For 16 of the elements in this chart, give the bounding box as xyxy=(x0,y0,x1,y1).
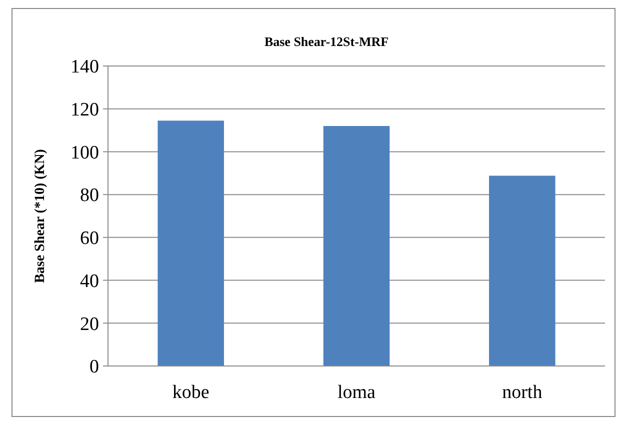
y-tick-label: 140 xyxy=(70,56,99,78)
bar xyxy=(158,120,224,366)
y-axis-title: Base Shear (*10) (KN) xyxy=(33,148,48,283)
bar xyxy=(323,126,390,366)
y-tick-label: 40 xyxy=(80,270,99,292)
y-tick-label: 20 xyxy=(80,314,99,335)
y-tick-label: 120 xyxy=(70,100,99,121)
y-tick-label: 60 xyxy=(80,228,99,250)
x-tick-label: kobe xyxy=(172,382,210,403)
y-tick-label: 100 xyxy=(70,142,99,164)
x-tick-label: loma xyxy=(338,382,376,403)
bar xyxy=(489,176,556,366)
x-tick-label: north xyxy=(502,382,543,403)
chart-title: Base Shear-12St-MRF xyxy=(264,34,389,49)
y-tick-label: 0 xyxy=(90,356,99,378)
y-tick-label: 80 xyxy=(80,185,99,206)
